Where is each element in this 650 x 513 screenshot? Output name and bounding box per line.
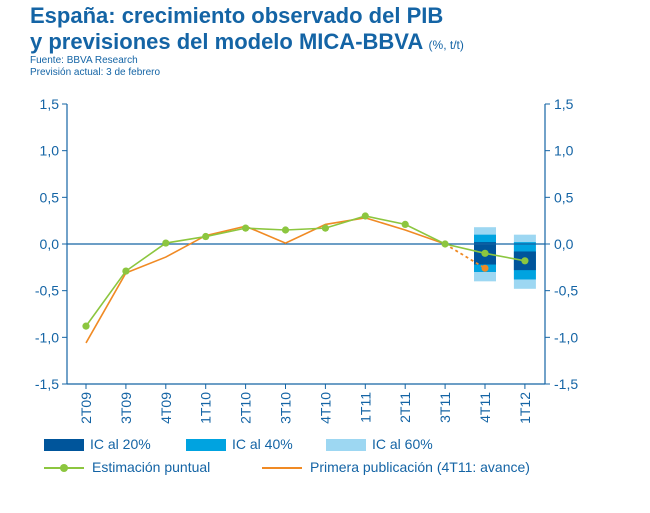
series-line-primera-publicacion-dashed <box>444 243 486 270</box>
series-point-estimacion-puntual <box>162 239 170 247</box>
chart-title-line2: y previsiones del modelo MICA-BBVA (%, t… <box>30 30 464 57</box>
legend-swatch <box>262 467 302 469</box>
series-point-estimacion-puntual <box>441 240 449 248</box>
series-point-estimacion-puntual <box>321 224 329 232</box>
x-tick-label: 1T11 <box>357 392 373 423</box>
series-point-estimacion-puntual <box>202 232 210 241</box>
series-point-estimacion-puntual <box>281 226 290 234</box>
legend-swatch <box>44 464 84 472</box>
chart-title-unit: (%, t/t) <box>428 38 464 52</box>
x-tick-label: 1T12 <box>517 392 533 424</box>
x-tick-label: 2T10 <box>238 392 254 424</box>
y-tick-label-left: 0,5 <box>40 189 60 205</box>
series-point-primera-publicacion-4T11 <box>481 264 489 272</box>
y-tick-label-right: -1,5 <box>554 376 578 392</box>
chart-legend: IC al 20% IC al 40% IC al 60% Estimación pu… <box>44 432 604 484</box>
series-point-estimacion-puntual <box>82 322 90 330</box>
series-line-primera-publicacion <box>85 217 446 344</box>
legend-label: Primera publicación (4T11: avance) <box>310 459 530 475</box>
series-point-estimacion-puntual <box>401 220 409 228</box>
y-tick-label-left: 0,0 <box>40 236 60 252</box>
forecast-date-note: Previsión actual: 3 de febrero <box>30 67 161 78</box>
legend-swatch <box>44 439 84 451</box>
x-tick-label: 4T11 <box>477 392 493 423</box>
y-tick-label-right: 1,0 <box>554 143 574 159</box>
series-line-estimacion-puntual <box>85 215 526 327</box>
legend-swatch-dot <box>60 464 68 472</box>
x-tick-label: 3T09 <box>118 392 134 424</box>
x-tick-label: 1T10 <box>198 392 214 424</box>
legend-label: IC al 20% <box>90 436 151 452</box>
y-tick-label-right: -0,5 <box>554 283 578 299</box>
y-tick-label-left: -1,0 <box>35 329 59 345</box>
legend-label: Estimación puntual <box>92 459 211 475</box>
y-tick-label-right: 1,5 <box>554 96 574 112</box>
y-tick-label-left: 1,0 <box>40 143 60 159</box>
source-note: Fuente: BBVA Research <box>30 55 138 66</box>
chart-plot: 1,5 1,5 1,0 1,0 0,5 0,5 0,0 0,0 -0,5 -0,5 -1,0 -1,0… <box>35 96 578 424</box>
legend-label: IC al 40% <box>232 436 293 452</box>
y-tick-label-right: 0,5 <box>554 189 574 205</box>
x-tick-label: 3T11 <box>437 392 453 423</box>
x-tick-label: 4T10 <box>317 392 333 424</box>
series-point-estimacion-puntual <box>122 267 130 275</box>
x-tick-label: 2T11 <box>397 392 413 423</box>
series-point-estimacion-puntual <box>242 224 250 232</box>
series-point-estimacion-puntual <box>481 249 489 257</box>
x-tick-label: 3T10 <box>278 392 294 424</box>
y-tick-label-right: -1,0 <box>554 329 578 345</box>
y-tick-label-left: -1,5 <box>35 376 59 392</box>
x-tick-label: 2T09 <box>78 392 94 424</box>
chart-title-line1: España: crecimiento observado del PIB <box>30 3 444 28</box>
series-point-estimacion-puntual <box>361 212 369 220</box>
y-tick-label-left: 1,5 <box>40 96 60 112</box>
x-tick-label: 4T09 <box>158 392 174 424</box>
legend-swatch <box>186 439 226 451</box>
y-tick-label-right: 0,0 <box>554 236 574 252</box>
legend-label: IC al 60% <box>372 436 433 452</box>
legend-swatch <box>326 439 366 451</box>
series-point-estimacion-puntual <box>521 257 529 265</box>
chart-title-line2-text: y previsiones del modelo MICA-BBVA <box>30 29 423 54</box>
y-tick-label-left: -0,5 <box>35 283 59 299</box>
